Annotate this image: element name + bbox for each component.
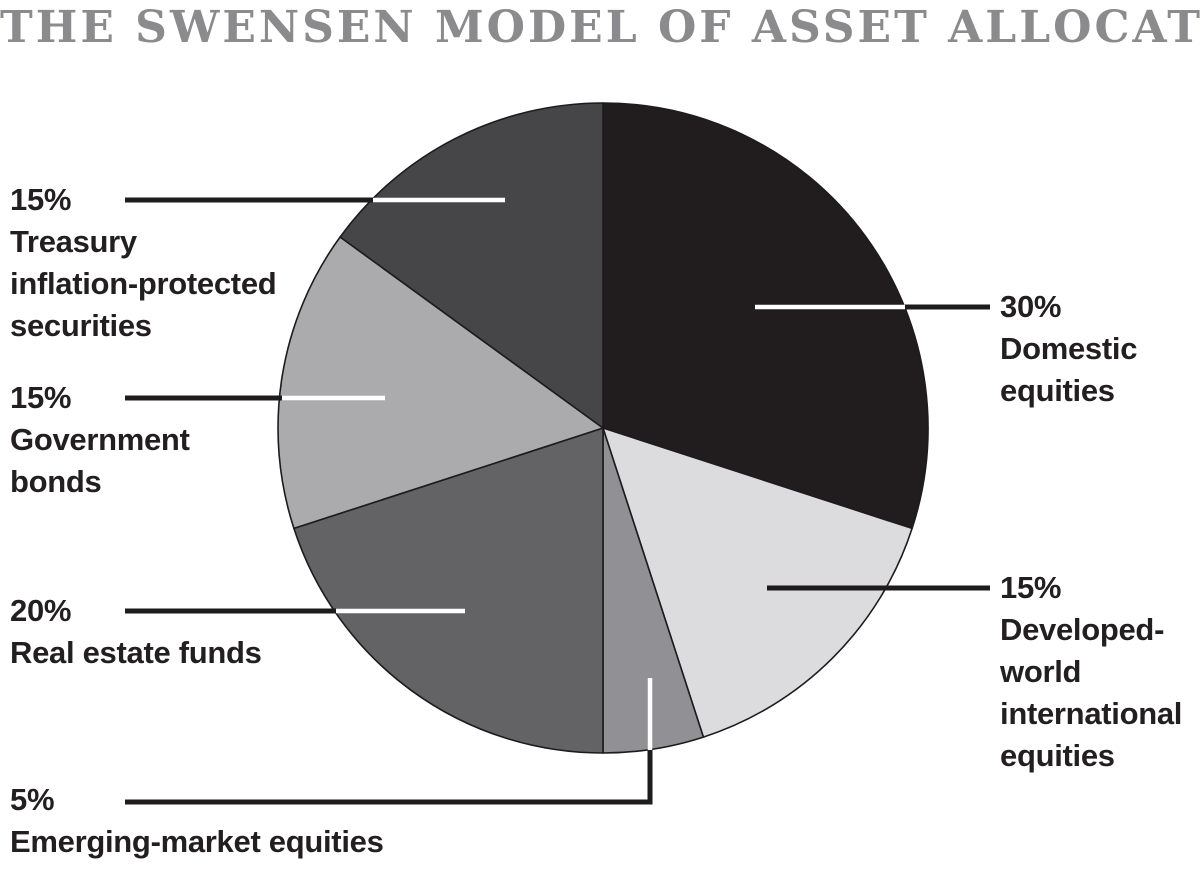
pie-slice-real-estate-funds — [293, 427, 604, 754]
pie-label-text-line: international — [1000, 696, 1183, 731]
pie-label-text-line: world — [1000, 654, 1082, 689]
pie-label-text-line: Emerging-market equities — [10, 824, 384, 859]
pie-label-text-line: Developed- — [1000, 612, 1165, 647]
pie-label-text-line: Domestic — [1000, 331, 1138, 366]
pie-label-text-line: Government — [10, 422, 190, 457]
pie-label-text-line: securities — [10, 308, 152, 343]
pie-label-text-line: Treasury — [10, 224, 137, 259]
pie-slice-treasury-inflation-protected-securities — [339, 102, 604, 429]
pie-label-real-estate-funds: 20% Real estate funds — [10, 590, 262, 674]
pie-label-text-line: inflation-protected — [10, 266, 277, 301]
leader-lines — [125, 197, 990, 805]
pie-label-pct: 15% — [10, 182, 72, 217]
pie-slice-government-bonds — [277, 236, 604, 530]
pie-slice-developed-world-international-equities — [602, 427, 913, 738]
pie-label-government-bonds: 15% Government bonds — [10, 377, 190, 503]
pie-label-pct: 15% — [1000, 570, 1062, 605]
pie-slice-domestic-equities — [602, 102, 929, 530]
pie-label-text-line: equities — [1000, 373, 1115, 408]
pie-label-emerging-market-equities: 5% Emerging-market equities — [10, 779, 384, 863]
pie-label-text-line: bonds — [10, 464, 102, 499]
pie-label-pct: 20% — [10, 593, 72, 628]
pie-label-domestic-equities: 30% Domestic equities — [1000, 286, 1137, 412]
pie-label-text-line: equities — [1000, 738, 1115, 773]
pie-label-pct: 15% — [10, 380, 72, 415]
pie-slices — [277, 102, 929, 754]
pie-label-pct: 5% — [10, 782, 55, 817]
pie-label-text-line: Real estate funds — [10, 635, 262, 670]
pie-label-pct: 30% — [1000, 289, 1062, 324]
pie-label-treasury-inflation-protected-securities: 15% Treasury inflation-protected securities — [10, 179, 277, 347]
pie-label-developed-world-international-equities: 15% Developed-world international equities — [1000, 567, 1182, 777]
chart-title: THE SWENSEN MODEL OF ASSET ALLOCATION — [0, 2, 1200, 53]
